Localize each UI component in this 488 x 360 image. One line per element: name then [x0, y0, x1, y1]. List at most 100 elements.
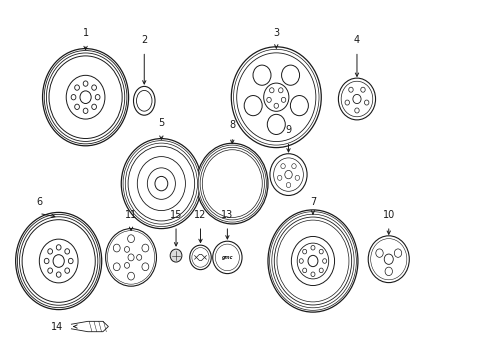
Ellipse shape	[124, 262, 129, 268]
Ellipse shape	[284, 170, 292, 179]
Ellipse shape	[136, 255, 142, 260]
Ellipse shape	[263, 83, 288, 111]
Ellipse shape	[302, 249, 306, 254]
Text: 3: 3	[273, 28, 279, 38]
Ellipse shape	[285, 183, 290, 188]
Ellipse shape	[310, 272, 314, 276]
Ellipse shape	[274, 217, 351, 305]
Ellipse shape	[137, 157, 185, 211]
Ellipse shape	[107, 231, 154, 284]
Ellipse shape	[267, 114, 285, 135]
Ellipse shape	[42, 49, 128, 146]
Ellipse shape	[80, 91, 91, 104]
Ellipse shape	[48, 268, 52, 273]
Ellipse shape	[281, 97, 285, 102]
Ellipse shape	[310, 246, 314, 250]
Ellipse shape	[269, 212, 356, 310]
Ellipse shape	[319, 268, 323, 273]
Ellipse shape	[291, 237, 334, 285]
Ellipse shape	[364, 100, 368, 105]
Ellipse shape	[20, 217, 98, 305]
Ellipse shape	[18, 214, 100, 308]
Ellipse shape	[354, 108, 359, 113]
Ellipse shape	[56, 272, 61, 277]
Ellipse shape	[269, 88, 273, 93]
Ellipse shape	[236, 53, 315, 141]
Ellipse shape	[291, 164, 296, 168]
Text: 5: 5	[158, 118, 164, 128]
Ellipse shape	[384, 267, 392, 276]
Ellipse shape	[370, 239, 406, 280]
Ellipse shape	[53, 255, 64, 267]
Ellipse shape	[66, 75, 105, 119]
Ellipse shape	[75, 104, 79, 109]
Ellipse shape	[71, 95, 76, 100]
Ellipse shape	[276, 220, 348, 302]
Ellipse shape	[121, 139, 201, 229]
Ellipse shape	[56, 245, 61, 250]
Ellipse shape	[125, 143, 197, 224]
Ellipse shape	[393, 249, 401, 257]
Ellipse shape	[16, 212, 102, 310]
Ellipse shape	[273, 103, 278, 108]
Ellipse shape	[233, 49, 318, 145]
Ellipse shape	[113, 263, 120, 271]
Ellipse shape	[302, 268, 306, 273]
Ellipse shape	[269, 154, 306, 195]
Ellipse shape	[348, 87, 352, 92]
Text: 11: 11	[124, 210, 137, 220]
Ellipse shape	[142, 244, 148, 252]
Ellipse shape	[124, 247, 129, 252]
Ellipse shape	[367, 236, 408, 283]
Ellipse shape	[281, 65, 299, 85]
Ellipse shape	[127, 235, 134, 243]
Ellipse shape	[92, 85, 96, 90]
Ellipse shape	[46, 53, 124, 141]
Ellipse shape	[113, 244, 120, 252]
Ellipse shape	[215, 244, 239, 271]
Ellipse shape	[68, 258, 73, 264]
Text: 14: 14	[51, 321, 63, 332]
Text: 4: 4	[353, 35, 359, 45]
Ellipse shape	[136, 90, 152, 111]
Text: 2: 2	[141, 35, 147, 45]
Ellipse shape	[338, 78, 375, 120]
Ellipse shape	[345, 100, 349, 105]
Ellipse shape	[297, 243, 328, 279]
Text: 7: 7	[309, 197, 315, 207]
Ellipse shape	[322, 259, 326, 263]
Ellipse shape	[155, 176, 167, 191]
Ellipse shape	[266, 97, 271, 102]
Ellipse shape	[341, 81, 372, 117]
Ellipse shape	[44, 258, 49, 264]
Text: 10: 10	[382, 210, 394, 220]
Ellipse shape	[200, 147, 264, 220]
Text: 8: 8	[229, 120, 235, 130]
Ellipse shape	[277, 175, 281, 180]
Ellipse shape	[95, 95, 100, 100]
Ellipse shape	[271, 214, 353, 308]
Text: 1: 1	[82, 28, 88, 38]
Ellipse shape	[189, 245, 211, 270]
Ellipse shape	[267, 210, 357, 312]
Ellipse shape	[375, 249, 383, 257]
Ellipse shape	[133, 86, 155, 115]
Ellipse shape	[127, 272, 134, 280]
Text: 9: 9	[285, 125, 291, 135]
Ellipse shape	[196, 143, 267, 224]
Ellipse shape	[147, 168, 175, 199]
Ellipse shape	[278, 88, 283, 93]
Ellipse shape	[299, 259, 303, 263]
Ellipse shape	[244, 95, 262, 116]
Text: gmc: gmc	[221, 255, 233, 260]
Ellipse shape	[83, 81, 88, 86]
Text: 15: 15	[169, 210, 182, 220]
Text: 12: 12	[194, 210, 206, 220]
Ellipse shape	[212, 241, 242, 274]
Ellipse shape	[273, 158, 303, 191]
Ellipse shape	[290, 95, 308, 116]
Ellipse shape	[48, 249, 52, 254]
Ellipse shape	[352, 94, 360, 104]
Polygon shape	[71, 321, 108, 332]
Ellipse shape	[123, 141, 199, 226]
